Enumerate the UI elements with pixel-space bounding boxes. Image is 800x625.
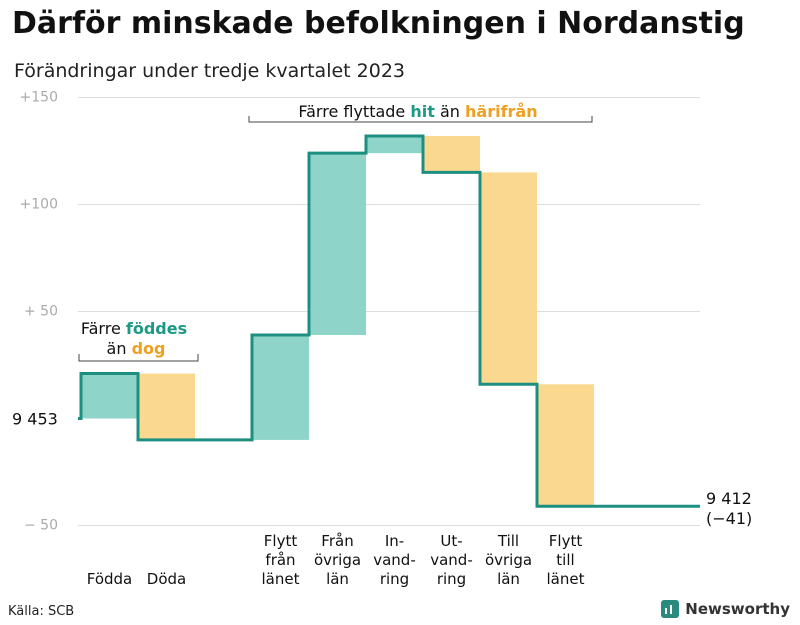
category-label: länet — [262, 570, 300, 588]
waterfall-bar — [366, 136, 423, 154]
y-tick-label: +150 — [20, 90, 58, 106]
category-label: län — [326, 570, 349, 588]
category-label: från — [265, 551, 295, 569]
category-label: Till — [497, 532, 519, 550]
waterfall-bar — [309, 153, 366, 336]
category-label: övriga — [485, 551, 532, 569]
annotation-part: än — [107, 339, 132, 358]
category-label: Flytt — [549, 532, 583, 550]
annotation-part: Färre — [81, 319, 126, 338]
waterfall-bar — [423, 136, 480, 173]
y-tick-label: +100 — [20, 197, 58, 213]
category-label: Från — [321, 532, 353, 550]
annotation-part: föddes — [126, 319, 187, 338]
category-label: vand- — [430, 551, 473, 569]
waterfall-bar — [252, 335, 309, 440]
annotation-bracket — [78, 354, 199, 362]
category-label: ring — [437, 570, 466, 588]
waterfall-bar — [480, 172, 537, 385]
annotation-part: dog — [132, 339, 166, 358]
source-note: Källa: SCB — [8, 604, 75, 619]
annotation-migration: Färre flyttade hit än härifrån — [298, 102, 537, 121]
category-label: övriga — [314, 551, 361, 569]
category-label: Döda — [147, 570, 186, 588]
chart-subtitle: Förändringar under tredje kvartalet 2023 — [14, 60, 406, 82]
category-label: vand- — [373, 551, 416, 569]
waterfall-bar — [537, 384, 594, 507]
brand: Newsworthy — [661, 600, 790, 618]
brand-name: Newsworthy — [685, 600, 790, 618]
annotation-births-deaths-line1: Färre föddes — [81, 319, 187, 338]
category-label: Ut- — [440, 532, 462, 550]
annotation-part: Färre flyttade — [298, 102, 410, 121]
category-label: län — [497, 570, 520, 588]
category-label: länet — [547, 570, 585, 588]
chart-title: Därför minskade befolkningen i Nordansti… — [12, 6, 745, 41]
annotation-part: härifrån — [465, 102, 538, 121]
annotation-bracket — [248, 116, 593, 123]
y-tick-label: + 50 — [24, 304, 58, 320]
annotation-part: hit — [410, 102, 435, 121]
category-label: In- — [385, 532, 404, 550]
cumulative-step-line — [78, 134, 700, 508]
newsworthy-logo-icon — [661, 600, 680, 618]
start-value-label: 9 453 — [12, 410, 58, 429]
annotation-part: än — [435, 102, 465, 121]
category-label: Födda — [87, 570, 133, 588]
waterfall-bar — [81, 373, 138, 419]
category-label: Flytt — [264, 532, 298, 550]
waterfall-bar — [138, 373, 195, 440]
annotation-births-deaths-line2: än dog — [107, 339, 166, 358]
end-change-label: (−41) — [706, 509, 752, 528]
y-tick-label: − 50 — [24, 518, 58, 534]
category-label: ring — [380, 570, 409, 588]
end-value-label: 9 412 — [706, 489, 752, 508]
category-label: till — [556, 551, 574, 569]
